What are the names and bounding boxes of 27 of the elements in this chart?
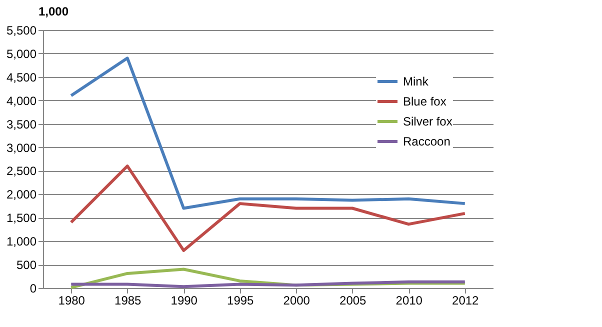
line-series [70, 56, 466, 210]
y-axis-title: 1,000 [38, 4, 69, 18]
y-tick-label: 3,500 [6, 117, 37, 132]
x-tick-label: 1990 [170, 294, 198, 308]
y-tick-label: 2,500 [6, 164, 37, 178]
legend-label: Blue fox [403, 94, 446, 108]
y-tick-label: 3,000 [6, 140, 37, 155]
x-tick-label: 2005 [340, 294, 367, 308]
y-tick-label: 0 [30, 282, 37, 296]
x-tick-label: 2012 [452, 294, 480, 308]
y-tick-label: 4,500 [6, 70, 37, 84]
line-series [70, 164, 466, 252]
y-tick-label: 500 [16, 258, 37, 272]
y-tick-label: 4,000 [6, 94, 37, 108]
x-tick-label: 1980 [58, 294, 86, 308]
legend-label: Mink [403, 74, 430, 88]
y-tick-label: 5,500 [6, 24, 37, 38]
y-tick-label: 1,000 [6, 234, 37, 249]
legend-label: Raccoon [403, 134, 450, 148]
y-tick-label: 1,500 [6, 211, 37, 226]
y-tick-label: 5,000 [6, 46, 37, 61]
y-tick-label: 2,000 [6, 188, 37, 202]
x-tick-label: 1995 [227, 294, 254, 308]
x-tick-label: 2000 [283, 294, 310, 308]
x-tick-label: 2010 [396, 294, 423, 308]
x-tick-label: 1985 [114, 294, 142, 308]
legend-label: Silver fox [403, 114, 452, 128]
